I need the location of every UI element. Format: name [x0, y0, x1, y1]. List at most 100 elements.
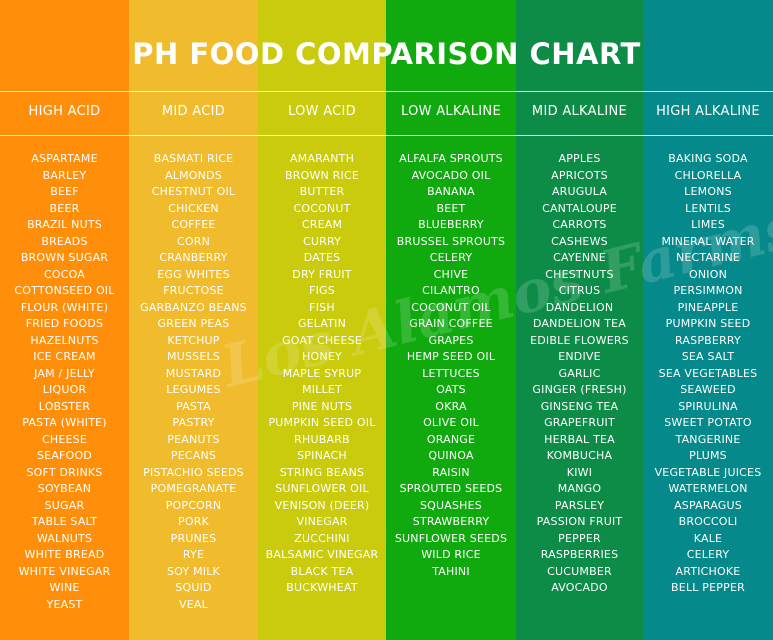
food-item: FRIED FOODS [25, 317, 104, 330]
food-item: DATES [303, 251, 341, 264]
food-item: PINEAPPLE [677, 300, 739, 314]
food-item: ARUGULA [551, 185, 608, 198]
food-item: SPIRULINA [678, 399, 738, 413]
food-item: COCONUT [293, 201, 351, 215]
food-item: ICE CREAM [33, 350, 96, 363]
food-item: PISTACHIO SEEDS [143, 465, 244, 479]
food-item: NECTARINE [675, 251, 741, 264]
food-item: BLUEBERRY [418, 218, 484, 231]
food-item: LENTILS [685, 201, 731, 215]
food-item: SUNFLOWER OIL [275, 482, 369, 495]
food-item: SOFT DRINKS [26, 465, 103, 479]
food-item: PEANUTS [167, 432, 220, 446]
food-item: PASTA [176, 399, 211, 413]
food-item: GREEN PEAS [157, 317, 230, 330]
food-item: GRAIN COFFEE [409, 317, 493, 330]
food-item: QUINOA [428, 449, 474, 462]
food-item: GARLIC [558, 366, 601, 380]
food-item: GINGER (FRESH) [532, 383, 627, 396]
food-item: SEAWEED [680, 383, 736, 396]
food-item: PERSIMMON [673, 284, 743, 297]
food-list: ALFALFA SPROUTS AVOCADO OIL BANANA BEET BLUE… [386, 151, 516, 580]
food-item: WALNUTS [36, 531, 93, 545]
food-item: KIWI [566, 465, 593, 479]
food-item: SPINACH [297, 449, 347, 462]
food-item: BREADS [41, 234, 88, 248]
food-item: GINSENG TEA [540, 399, 619, 413]
food-item: BRUSSEL SPROUTS [396, 234, 506, 248]
food-item: BEEF [50, 185, 79, 198]
food-item: SEAFOOD [37, 449, 92, 462]
food-item: APRICOTS [551, 168, 608, 182]
food-item: MUSSELS [167, 350, 220, 363]
column-low-alkaline: LOW ALKALINE ALFALFA SPROUTS AVOCADO OIL BA… [386, 0, 516, 640]
food-item: HERBAL TEA [544, 432, 615, 446]
food-item: RAISIN [432, 465, 470, 479]
food-item: CANTALOUPE [542, 201, 617, 215]
food-item: VEAL [179, 597, 208, 611]
food-item: ALMONDS [165, 168, 222, 182]
food-item: GELATIN [297, 317, 347, 330]
food-item: COTTONSEED OIL [14, 284, 115, 297]
food-item: PINE NUTS [291, 399, 353, 413]
food-item: CHICKEN [168, 201, 219, 215]
food-item: TABLE SALT [31, 515, 98, 528]
food-item: HEMP SEED OIL [406, 350, 496, 363]
food-item: OLIVE OIL [423, 416, 479, 429]
food-item: VINEGAR [296, 515, 348, 528]
food-item: WHITE BREAD [24, 548, 105, 561]
food-item: BUTTER [299, 185, 345, 198]
food-item: OKRA [435, 399, 467, 413]
food-item: FIGS [309, 284, 335, 297]
column-heading: LOW ALKALINE [401, 104, 501, 119]
column-high-alkaline: HIGH ALKALINE BAKING SODA CHLORELLA LEMONS L… [643, 0, 773, 640]
food-item: MINERAL WATER [661, 234, 755, 248]
food-item: CAYENNE [553, 251, 606, 264]
food-item: BELL PEPPER [671, 581, 745, 594]
food-item: PARSLEY [554, 498, 605, 512]
food-item: WATERMELON [668, 482, 748, 495]
food-item: CUCUMBER [547, 564, 612, 578]
food-item: PLUMS [689, 449, 727, 462]
food-item: EGG WHITES [157, 267, 230, 281]
food-item: VENISON (DEER) [274, 498, 370, 512]
food-item: CELERY [686, 548, 730, 561]
food-item: SWEET POTATO [664, 416, 752, 429]
food-item: CHLORELLA [674, 168, 742, 182]
food-item: SQUID [175, 581, 212, 594]
column-mid-alkaline: MID ALKALINE APPLES APRICOTS ARUGULA CANTALO… [516, 0, 643, 640]
column-high-acid: HIGH ACID ASPARTAME BARLEY BEEF BEER BRAZIL N… [0, 0, 129, 640]
column-heading: MID ACID [161, 104, 226, 119]
food-item: OATS [436, 383, 466, 396]
food-item: SUNFLOWER SEEDS [394, 531, 508, 545]
food-item: ZUCCHINI [294, 531, 350, 545]
food-item: LETTUCES [422, 366, 480, 380]
food-item: VEGETABLE JUICES [654, 465, 762, 479]
food-item: WILD RICE [421, 548, 481, 561]
food-item: BUCKWHEAT [286, 581, 358, 594]
food-item: FLOUR (WHITE) [20, 300, 109, 314]
food-item: CHESTNUTS [545, 267, 614, 281]
food-item: CITRUS [558, 284, 601, 297]
food-item: CHEESE [42, 432, 87, 446]
food-item: BASMATI RICE [153, 152, 234, 165]
food-item: RASPBERRIES [540, 548, 619, 561]
food-item: PEPPER [558, 531, 601, 545]
food-list: ASPARTAME BARLEY BEEF BEER BRAZIL NUTS BREADS… [0, 151, 129, 613]
column-mid-acid: MID ACID BASMATI RICE ALMONDS CHESTNUT OIL C… [129, 0, 258, 640]
column-heading: MID ALKALINE [531, 104, 628, 119]
food-item: GARBANZO BEANS [140, 300, 247, 314]
food-item: MAPLE SYRUP [282, 366, 362, 380]
food-item: PUMPKIN SEED [665, 317, 751, 330]
food-item: ALFALFA SPROUTS [399, 152, 503, 165]
food-item: YEAST [46, 597, 83, 611]
food-item: CORN [176, 234, 210, 248]
food-item: JAM / JELLY [34, 366, 95, 380]
food-item: AMARANTH [289, 152, 355, 165]
food-item: BEET [436, 201, 466, 215]
food-item: SEA SALT [681, 350, 735, 363]
food-item: COCOA [43, 267, 85, 281]
food-item: DANDELION TEA [532, 317, 626, 330]
food-item: LIMES [691, 218, 725, 231]
